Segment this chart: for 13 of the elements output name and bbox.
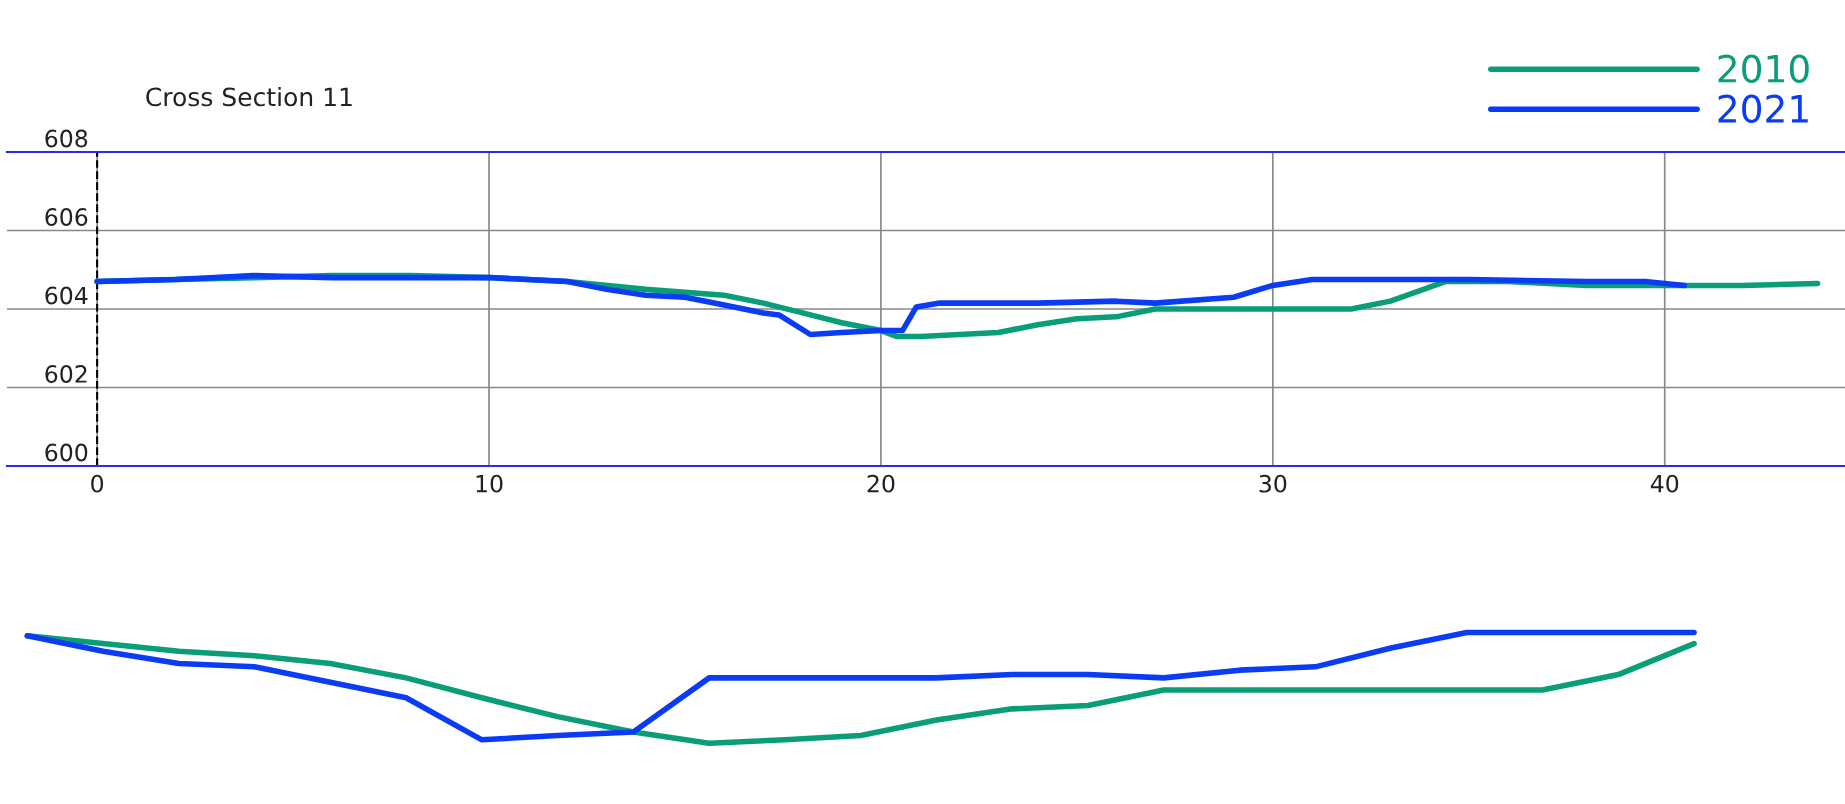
x-tick-label: 20	[867, 474, 895, 493]
text: 2010	[1718, 54, 1809, 83]
x-tick-label: 40	[1650, 474, 1679, 493]
text: 2021	[1718, 94, 1808, 123]
y-tick-label: 602	[45, 365, 87, 383]
y-tick-label: 608	[45, 129, 88, 148]
x-tick-label: 0	[91, 474, 104, 493]
y-tick-label: 604	[45, 286, 88, 305]
y-tick-label: 600	[45, 443, 88, 462]
x-tick-label: 30	[1259, 474, 1287, 493]
chart-title: Cross Section 11	[146, 86, 352, 107]
x-tick-label: 10	[476, 474, 503, 493]
y-tick-label: 606	[45, 208, 88, 226]
